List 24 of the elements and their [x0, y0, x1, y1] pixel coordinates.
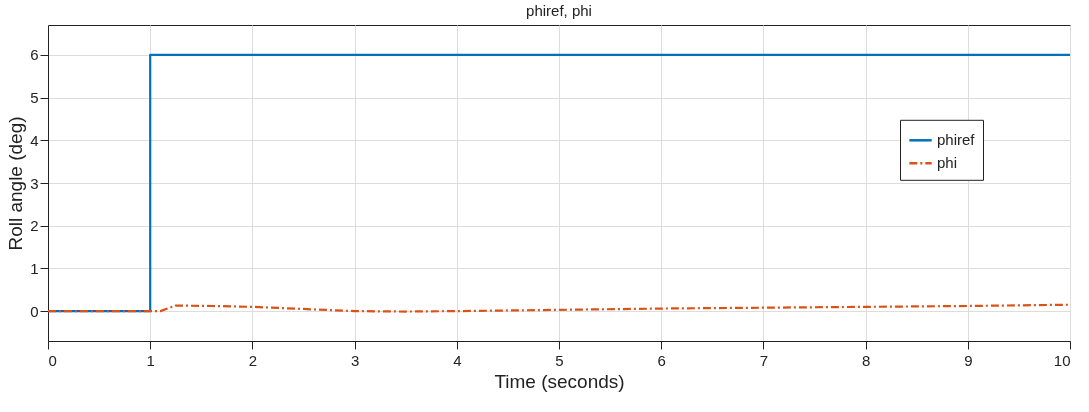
x-axis-title: Time (seconds)	[494, 370, 625, 392]
x-tick-label: 7	[759, 351, 769, 369]
y-tick-label: 1	[30, 259, 39, 277]
x-tick-label: 8	[861, 351, 871, 369]
x-tick-label: 5	[555, 351, 564, 369]
line-series	[48, 303, 1070, 313]
y-tick-label: 5	[30, 89, 39, 107]
x-tick-label: 2	[248, 351, 258, 369]
x-tick-label: 1	[146, 351, 155, 369]
y-tick-label: 4	[30, 131, 39, 149]
x-tick-label: 3	[350, 351, 360, 369]
y-tick-label: 2	[30, 217, 39, 235]
x-tick-label: 0	[48, 351, 57, 369]
x-tick-label: 9	[964, 351, 973, 369]
chart-title: phiref, phi	[526, 2, 592, 19]
y-axis-title: Roll angle (deg)	[5, 116, 27, 251]
y-tick-label: 0	[30, 302, 39, 320]
y-tick-label: 6	[30, 46, 39, 64]
x-tick-label: 10	[1053, 351, 1071, 369]
x-tick-label: 4	[453, 351, 462, 369]
legend-label: phi	[937, 154, 958, 172]
legend-label: phiref	[937, 131, 976, 149]
x-tick-label: 6	[657, 351, 666, 369]
y-tick-label: 3	[30, 174, 39, 192]
